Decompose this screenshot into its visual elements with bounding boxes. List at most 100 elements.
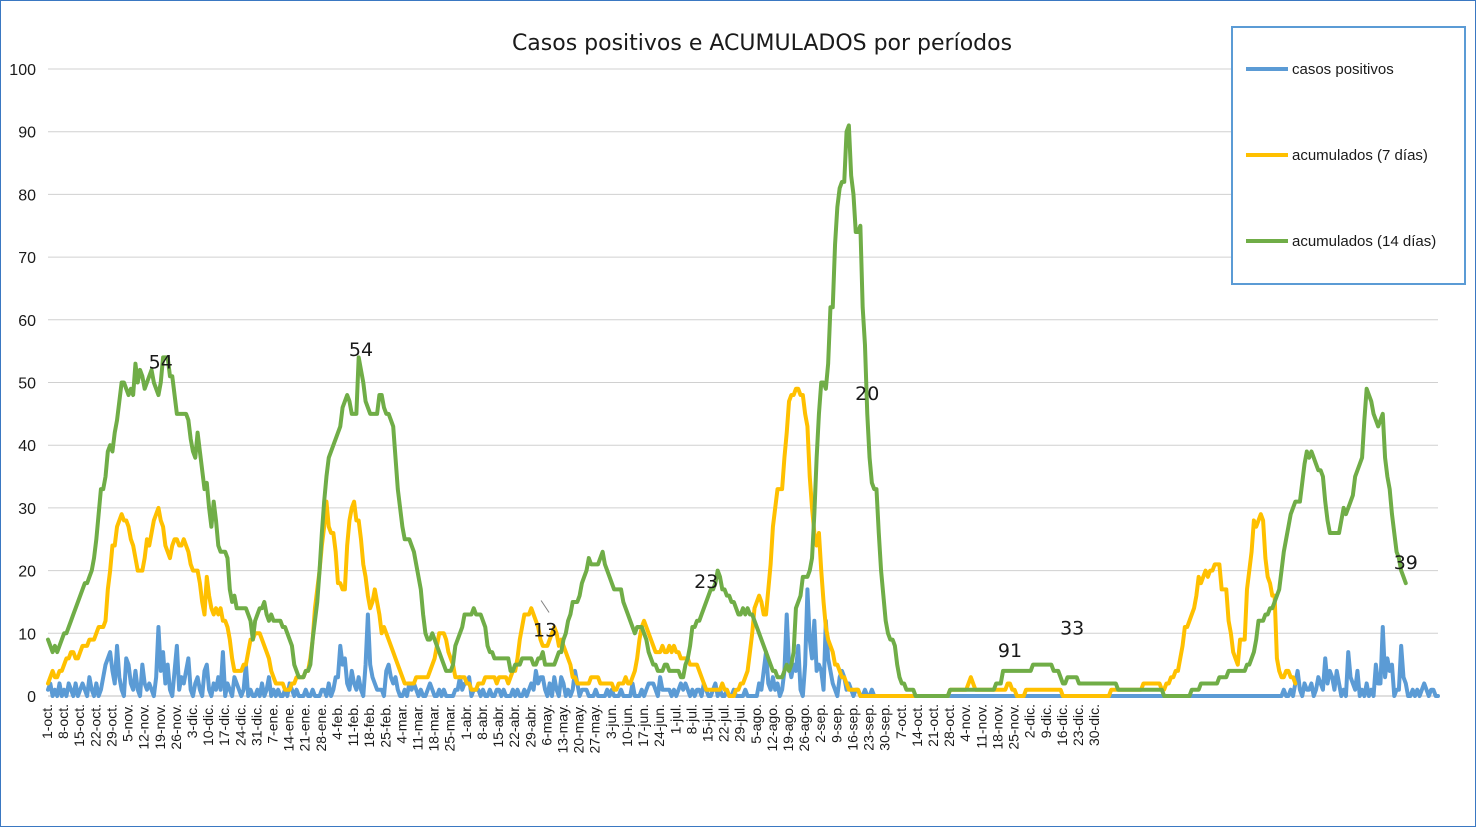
data-label: 54	[149, 352, 173, 374]
x-tick-label: 29-oct.	[103, 704, 119, 747]
y-tick-label: 70	[18, 250, 36, 267]
x-tick-label: 26-nov.	[168, 704, 184, 750]
data-label: 33	[1060, 618, 1084, 640]
x-tick-label: 5-nov.	[120, 704, 136, 742]
y-axis: 0 10 20 30 40 50 60 70 80 90 100	[9, 62, 36, 706]
x-tick-label: 13-may.	[554, 704, 570, 754]
legend-label: acumulados (7 días)	[1292, 147, 1428, 164]
x-tick-label: 5-ago.	[748, 704, 764, 744]
x-tick-label: 25-mar.	[442, 704, 458, 751]
y-tick-label: 10	[18, 626, 36, 643]
x-tick-label: 2-dic.	[1022, 704, 1038, 738]
x-tick-label: 29-abr.	[522, 704, 538, 748]
x-tick-label: 3-jun.	[603, 704, 619, 739]
series-line-0	[46, 587, 1440, 698]
x-tick-label: 8-jul.	[683, 704, 699, 734]
x-tick-label: 4-mar.	[393, 704, 409, 744]
chart-title: Casos positivos e ACUMULADOS por período…	[512, 31, 1012, 56]
data-label: 54	[349, 339, 373, 361]
series-line-1	[46, 386, 1298, 698]
x-tick-label: 17-jun.	[635, 704, 651, 747]
x-tick-label: 15-abr.	[490, 704, 506, 748]
x-tick-label: 23-dic.	[1070, 704, 1086, 746]
x-tick-label: 26-ago.	[796, 704, 812, 751]
x-tick-label: 21-oct.	[925, 704, 941, 747]
x-tick-label: 24-jun.	[651, 704, 667, 747]
y-tick-label: 50	[18, 376, 36, 393]
x-tick-label: 18-nov.	[989, 704, 1005, 750]
x-tick-label: 1-jul.	[667, 704, 683, 734]
x-tick-label: 17-dic.	[216, 704, 232, 746]
x-tick-label: 25-nov.	[1006, 704, 1022, 750]
y-tick-label: 0	[27, 689, 36, 706]
grid	[48, 68, 1438, 697]
x-tick-label: 15-jul.	[699, 704, 715, 742]
x-tick-label: 30-dic.	[1086, 704, 1102, 746]
x-tick-label: 25-feb.	[377, 704, 393, 748]
x-tick-label: 28-ene.	[313, 704, 329, 751]
x-tick-label: 16-dic.	[1054, 704, 1070, 746]
x-tick-label: 20-may.	[571, 704, 587, 754]
x-tick-label: 14-ene.	[281, 704, 297, 751]
y-tick-label: 90	[18, 125, 36, 142]
x-axis: 1-oct. 8-oct. 15-oct. 22-oct. 29-oct. 5-nov. 1…	[39, 704, 1102, 754]
x-tick-label: 3-dic.	[184, 704, 200, 738]
x-tick-label: 9-sep.	[828, 704, 844, 743]
x-tick-label: 22-jul.	[716, 704, 732, 742]
x-tick-label: 4-feb.	[329, 704, 345, 740]
y-tick-label: 30	[18, 501, 36, 518]
x-tick-label: 1-abr.	[458, 704, 474, 740]
x-tick-label: 11-feb.	[345, 704, 361, 747]
data-label: 13	[533, 620, 557, 642]
series-lines	[46, 123, 1440, 698]
x-tick-label: 6-may.	[538, 704, 554, 746]
x-tick-label: 18-feb.	[361, 704, 377, 748]
x-tick-label: 18-mar.	[426, 704, 442, 751]
x-tick-label: 8-oct.	[55, 704, 71, 739]
x-tick-label: 7-oct.	[893, 704, 909, 739]
x-tick-label: 30-sep.	[877, 704, 893, 751]
x-tick-label: 8-abr.	[474, 704, 490, 740]
data-label: 39	[1394, 552, 1418, 574]
x-tick-label: 27-may.	[587, 704, 603, 754]
x-tick-label: 19-ago.	[780, 704, 796, 751]
legend: casos positivos acumulados (7 días) acumul…	[1231, 26, 1466, 285]
y-tick-label: 100	[9, 62, 36, 79]
x-tick-label: 9-dic.	[1038, 704, 1054, 738]
y-tick-label: 60	[18, 313, 36, 330]
x-tick-label: 12-ago.	[764, 704, 780, 751]
x-tick-label: 10-jun.	[619, 704, 635, 747]
legend-label: acumulados (14 días)	[1292, 233, 1436, 250]
data-label: 91	[998, 640, 1022, 662]
x-tick-label: 7-ene.	[265, 704, 281, 744]
x-tick-label: 31-dic.	[248, 704, 264, 746]
x-tick-label: 11-nov.	[973, 704, 989, 749]
x-tick-label: 29-jul.	[732, 704, 748, 742]
legend-label: casos positivos	[1292, 61, 1394, 78]
data-label: 20	[855, 383, 879, 405]
x-tick-label: 24-dic.	[232, 704, 248, 746]
x-tick-label: 21-ene.	[297, 704, 313, 751]
x-tick-label: 28-oct.	[941, 704, 957, 747]
series-line-2	[46, 123, 1408, 698]
x-tick-label: 22-abr.	[506, 704, 522, 748]
x-tick-label: 22-oct.	[87, 704, 103, 747]
y-tick-label: 20	[18, 564, 36, 581]
annotations: 545413232091333921182	[149, 0, 1441, 662]
x-tick-label: 11-mar.	[410, 704, 426, 750]
x-tick-label: 1-oct.	[39, 704, 55, 739]
data-label: 23	[694, 571, 718, 593]
y-tick-label: 80	[18, 187, 36, 204]
x-tick-label: 19-nov.	[152, 704, 168, 750]
x-tick-label: 12-nov.	[136, 704, 152, 750]
x-tick-label: 23-sep.	[861, 704, 877, 751]
x-tick-label: 10-dic.	[200, 704, 216, 746]
y-tick-label: 40	[18, 438, 36, 455]
x-tick-label: 14-oct.	[909, 704, 925, 747]
x-tick-label: 15-oct.	[71, 704, 87, 747]
x-tick-label: 2-sep.	[812, 704, 828, 743]
data-label: 21	[1417, 0, 1441, 5]
x-tick-label: 4-nov.	[957, 704, 973, 742]
